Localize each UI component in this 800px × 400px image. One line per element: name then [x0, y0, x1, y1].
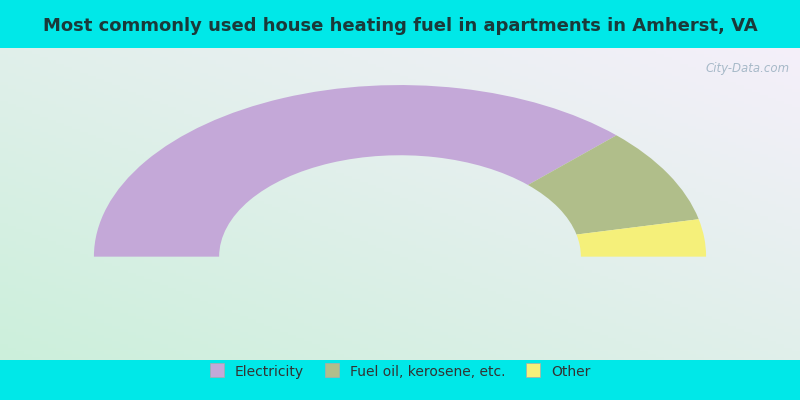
- Legend: Electricity, Fuel oil, kerosene, etc., Other: Electricity, Fuel oil, kerosene, etc., O…: [204, 359, 596, 384]
- Text: City-Data.com: City-Data.com: [706, 62, 790, 75]
- Wedge shape: [577, 219, 706, 257]
- Wedge shape: [94, 85, 617, 257]
- Wedge shape: [528, 135, 698, 234]
- Text: Most commonly used house heating fuel in apartments in Amherst, VA: Most commonly used house heating fuel in…: [42, 17, 758, 35]
